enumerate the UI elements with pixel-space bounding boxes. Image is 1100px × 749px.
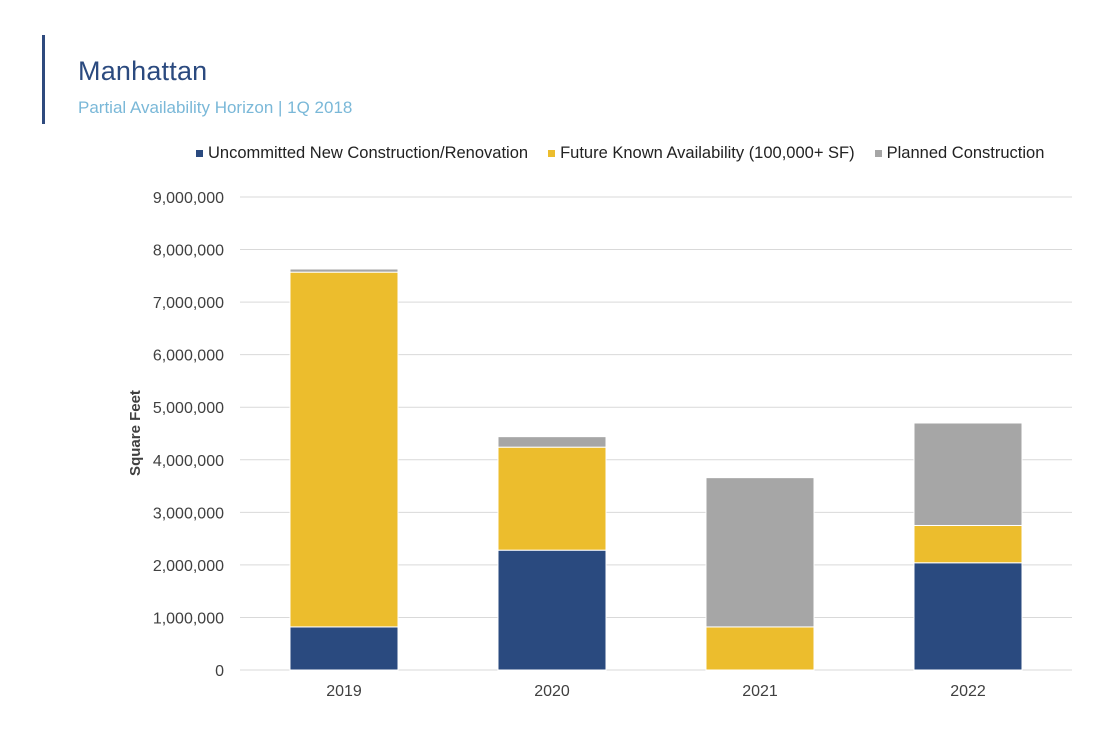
bar-planned-2020 (497, 436, 607, 448)
legend-swatch-future (548, 150, 556, 157)
legend-item-planned: Planned Construction (874, 144, 1045, 163)
legend-swatch-uncommitted (196, 150, 203, 157)
y-tick-label: 8,000,000 (153, 243, 224, 260)
bars (289, 268, 1023, 671)
bar-future-2021 (705, 626, 815, 671)
y-axis-label: Square Feet (127, 390, 144, 476)
legend-label-uncommitted: Uncommitted New Construction/Renovation (208, 144, 529, 162)
legend-item-uncommitted: Uncommitted New Construction/Renovation (196, 144, 528, 163)
x-tick-label: 2021 (742, 683, 778, 700)
legend-label-future: Future Known Availability (100,000+ SF) (560, 144, 855, 162)
legend-item-future: Future Known Availability (100,000+ SF) (548, 144, 855, 163)
page-title: Manhattan (78, 56, 208, 86)
y-tick-label: 4,000,000 (153, 453, 224, 470)
bar-uncommitted-2022 (913, 562, 1023, 671)
y-tick-label: 1,000,000 (153, 610, 224, 627)
x-tick-label: 2019 (326, 683, 362, 700)
bar-future-2022 (913, 524, 1023, 564)
bar-planned-2021 (705, 477, 815, 628)
y-tick-label: 0 (215, 663, 224, 680)
chart-legend: Uncommitted New Construction/Renovation … (196, 144, 1044, 163)
bar-uncommitted-2019 (289, 626, 399, 671)
axis-ticks: 0 1,000,000 2,000,000 3,000,000 4,000,000 5,0… (153, 190, 986, 700)
bar-planned-2019 (289, 268, 399, 273)
x-tick-label: 2022 (950, 683, 986, 700)
bar-planned-2022 (913, 422, 1023, 526)
y-tick-label: 6,000,000 (153, 348, 224, 365)
legend-label-planned: Planned Construction (886, 144, 1045, 162)
title-accent-bar (42, 35, 45, 124)
x-tick-label: 2020 (534, 683, 570, 700)
bar-uncommitted-2020 (497, 549, 607, 671)
y-tick-label: 7,000,000 (153, 295, 224, 312)
y-tick-label: 3,000,000 (153, 505, 224, 522)
bar-future-2020 (497, 446, 607, 551)
page-subtitle: Partial Availability Horizon | 1Q 2018 (78, 98, 353, 117)
bar-future-2019 (289, 271, 399, 628)
y-tick-label: 2,000,000 (153, 558, 224, 575)
y-tick-label: 5,000,000 (153, 400, 224, 417)
y-tick-label: 9,000,000 (153, 190, 224, 207)
legend-swatch-planned (874, 150, 882, 157)
